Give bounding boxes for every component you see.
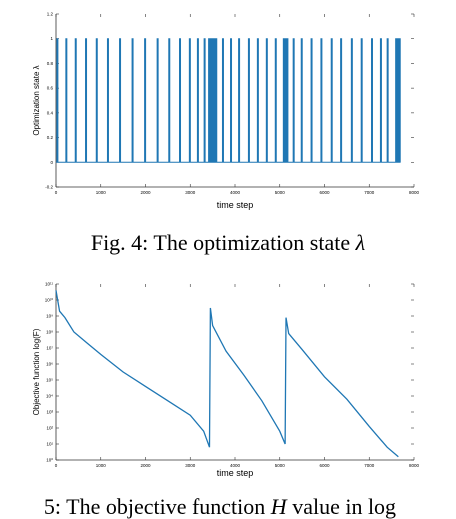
top-y-axis-label: Optimization state λ — [32, 65, 41, 135]
bottom-y-tick-label: 10⁸ — [46, 330, 53, 335]
bottom-x-tick-label: 0 — [55, 463, 58, 468]
bottom-y-tick-label: 10⁹ — [46, 314, 53, 319]
bottom-y-tick-label: 10¹⁰ — [45, 298, 54, 303]
top-x-tick-label: 2000 — [140, 190, 151, 195]
top-y-tick-label: 0.6 — [47, 86, 54, 91]
optimization-state-series — [56, 38, 401, 163]
optimization-state-plot: -0.200.20.40.60.811.20 1000 2000 3000 4000 50… — [32, 12, 420, 211]
top-x-tick-label: 7000 — [364, 190, 375, 195]
top-x-tick-label: 6000 — [319, 190, 330, 195]
bottom-y-tick-label: 10⁴ — [46, 394, 53, 399]
figure-5-caption: 5: The objective function H value in log — [0, 496, 448, 518]
h-symbol: H — [270, 494, 287, 519]
figure-4-caption: Fig. 4: The optimization state λ — [0, 232, 456, 254]
bottom-y-tick-label: 10⁶ — [46, 362, 53, 367]
top-x-tick-label: 3000 — [185, 190, 196, 195]
bottom-y-tick-label: 10⁵ — [46, 378, 53, 383]
bottom-y-tick-label: 10² — [46, 426, 53, 431]
top-y-tick-label: 0.8 — [47, 61, 54, 66]
top-y-tick-label: 1 — [50, 36, 53, 41]
bottom-x-tick-label: 3000 — [185, 463, 196, 468]
bottom-x-tick-label: 1000 — [96, 463, 107, 468]
objective-function-series — [55, 290, 399, 458]
bottom-x-tick-label: 2000 — [140, 463, 151, 468]
bottom-x-axis-label: time step — [217, 468, 254, 478]
top-x-tick-label: 0 — [55, 190, 58, 195]
bottom-y-axis-label: Objective function log(F) — [32, 328, 41, 415]
bottom-y-tick-label: 10¹ — [46, 442, 53, 447]
top-y-tick-label: 1.2 — [47, 12, 54, 17]
top-y-tick-label: -0.2 — [45, 185, 53, 190]
figure-5-caption-suffix: value in log — [286, 494, 397, 519]
top-y-tick-label: 0.4 — [47, 110, 54, 115]
optimization-state-dense-block — [208, 38, 400, 163]
top-x-tick-label: 5000 — [275, 190, 286, 195]
top-y-tick-label: 0.2 — [47, 135, 54, 140]
bottom-y-tick-label: 10⁷ — [46, 346, 53, 351]
top-x-tick-label: 4000 — [230, 190, 241, 195]
figure-4-caption-text: Fig. 4: The optimization state — [90, 230, 356, 255]
bottom-x-tick-label: 5000 — [275, 463, 286, 468]
top-x-axis-label: time step — [217, 200, 254, 210]
bottom-x-tick-label: 4000 — [230, 463, 241, 468]
bottom-x-tick-label: 6000 — [319, 463, 330, 468]
top-x-tick-label: 8000 — [409, 190, 420, 195]
bottom-y-tick-label: 10³ — [46, 410, 53, 415]
lambda-symbol: λ — [355, 230, 366, 255]
bottom-x-tick-label: 8000 — [409, 463, 420, 468]
bottom-y-tick-label: 10¹¹ — [45, 282, 54, 287]
bottom-x-tick-label: 7000 — [364, 463, 375, 468]
figure-5-caption-text: 5: The objective function — [43, 494, 271, 519]
bottom-y-tick-label: 10⁰ — [46, 458, 53, 463]
top-x-tick-label: 1000 — [96, 190, 107, 195]
objective-function-plot: 10⁰ 10¹ 10² 10³ 10⁴ 10⁵ 10⁶ 10⁷ 10⁸ 10⁹ 10¹⁰ 10¹¹ 0 1… — [32, 282, 420, 479]
top-y-tick-label: 0 — [50, 160, 53, 165]
